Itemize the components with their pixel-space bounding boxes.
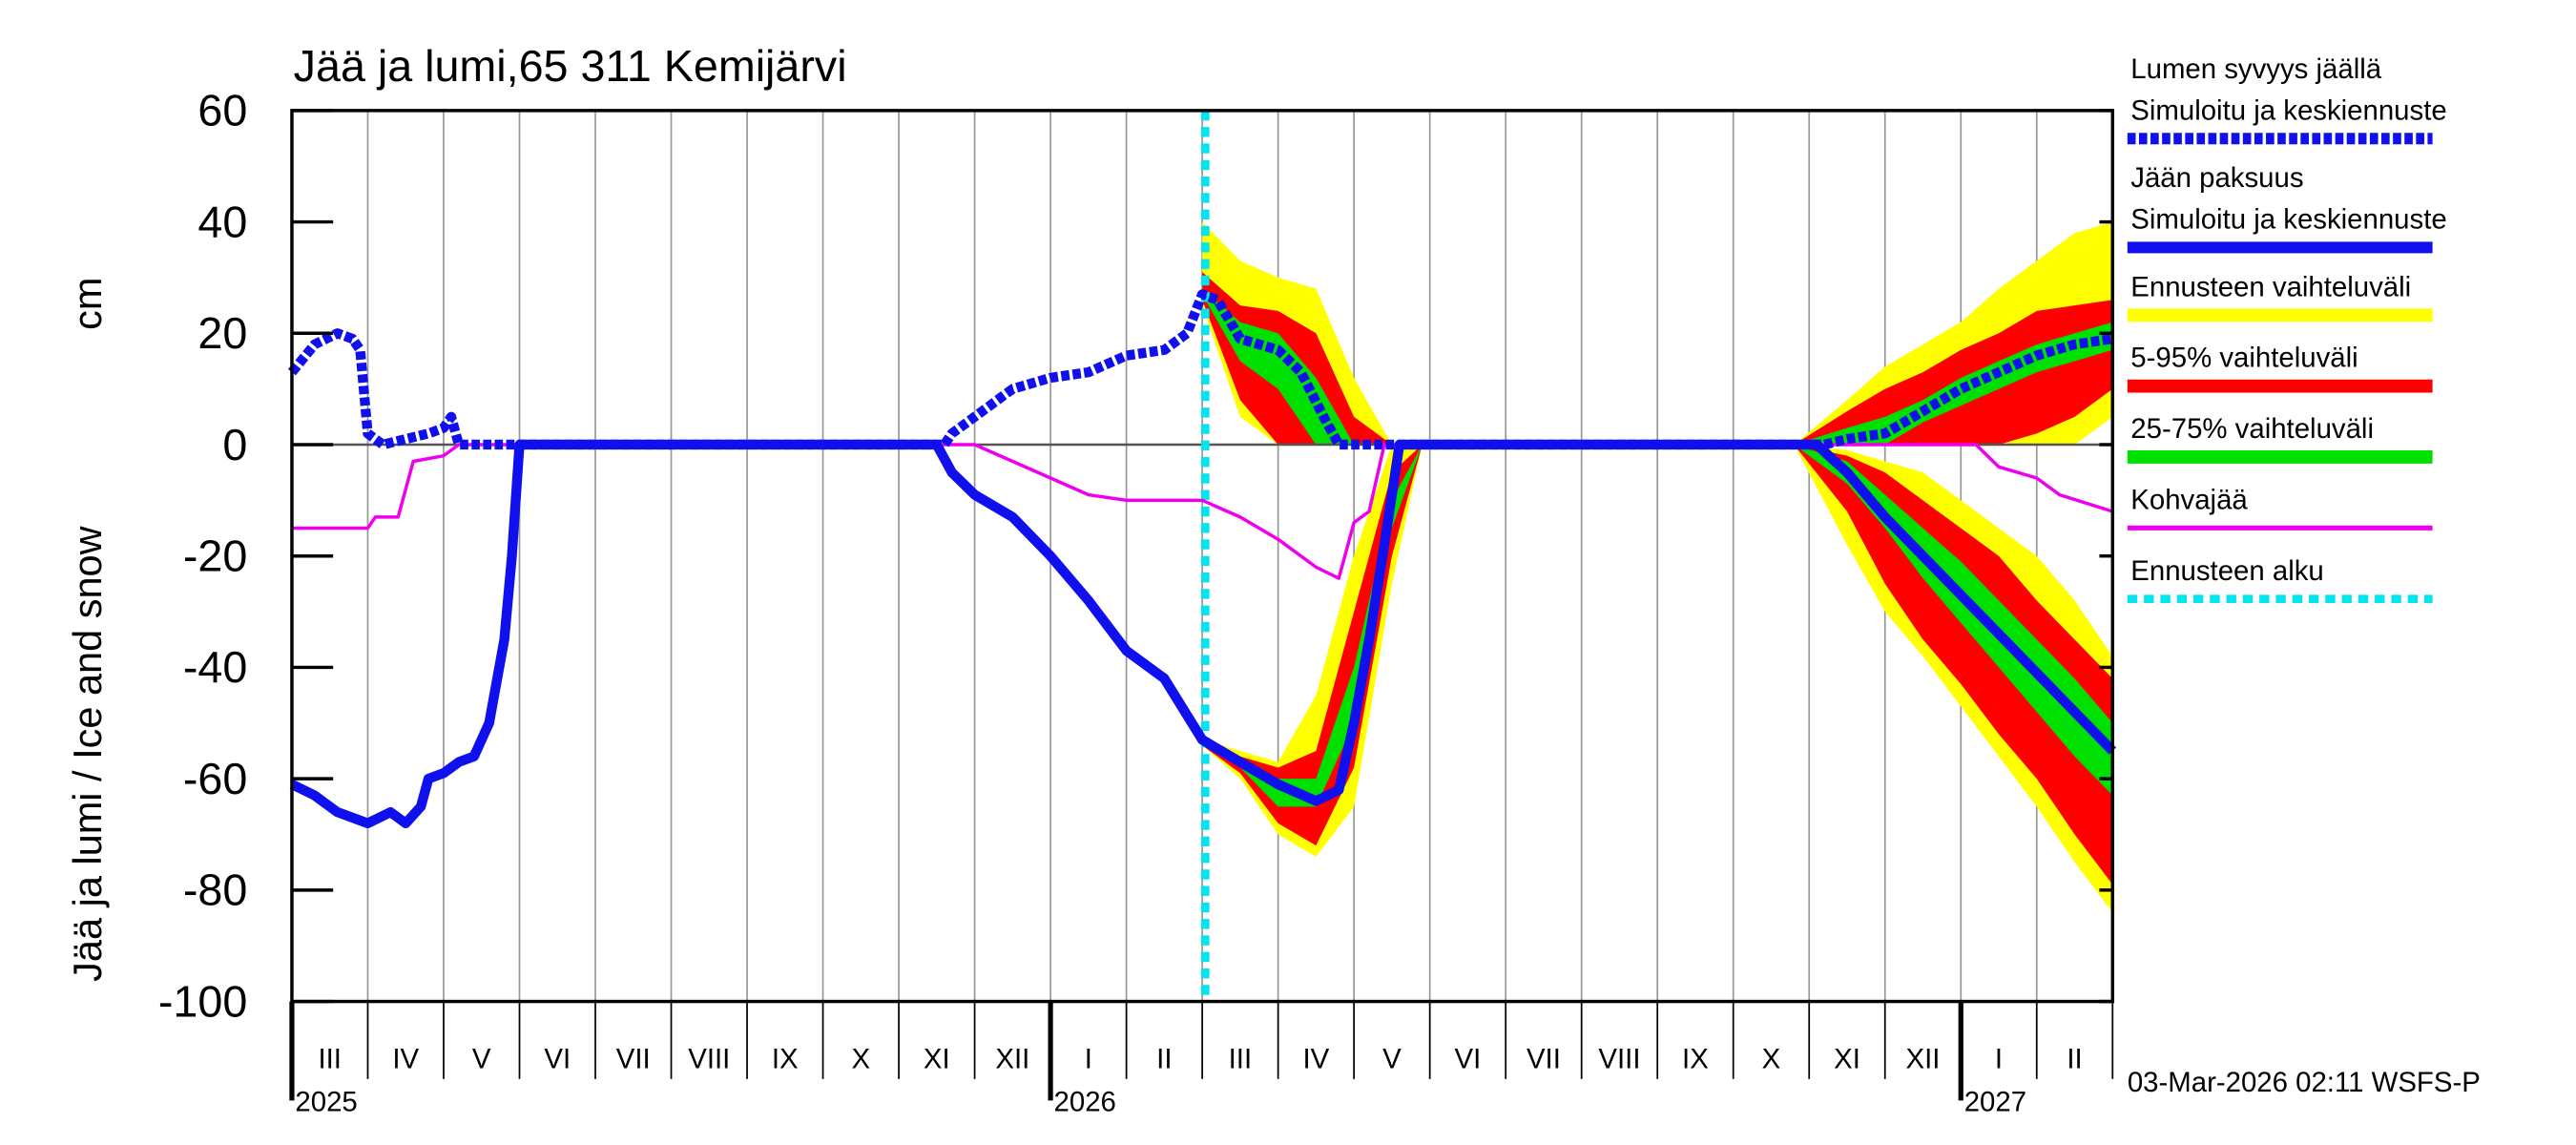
month-label: X — [1762, 1044, 1781, 1075]
legend-label: Ennusteen alku — [2130, 555, 2323, 587]
legend-label: Jään paksuus — [2130, 162, 2303, 194]
band-area — [1794, 444, 2113, 796]
month-label: XI — [1834, 1044, 1860, 1075]
y-axis-unit: cm — [65, 277, 110, 329]
band-area — [1794, 322, 2113, 445]
month-label: VII — [616, 1044, 651, 1075]
footer: 03-Mar-2026 02:11 WSFS-P — [2128, 1067, 2481, 1098]
series-line — [291, 443, 2113, 580]
month-label: VI — [1455, 1044, 1482, 1075]
year-label: 2027 — [1964, 1087, 2026, 1118]
y-tick-label: 0 — [222, 420, 247, 469]
y-tick-label: -20 — [183, 531, 247, 580]
band-area — [1202, 444, 1423, 846]
month-label: IX — [1682, 1044, 1709, 1075]
legend-label: Kohvajää — [2130, 484, 2248, 515]
month-label: IX — [772, 1044, 799, 1075]
legend-note: Simuloitu ja keskiennuste — [2130, 203, 2446, 235]
month-label: V — [472, 1044, 491, 1075]
month-label: I — [1995, 1044, 2003, 1075]
y-tick-label: -100 — [158, 976, 247, 1026]
month-label: XI — [924, 1044, 950, 1075]
band-area — [1794, 444, 2113, 885]
month-label: II — [2067, 1044, 2082, 1075]
year-label: 2026 — [1054, 1087, 1116, 1118]
month-label: VII — [1527, 1044, 1561, 1075]
month-label: IV — [392, 1044, 419, 1075]
y-tick-label: -80 — [183, 865, 247, 915]
month-label: II — [1156, 1044, 1172, 1075]
y-tick-label: 20 — [197, 308, 247, 358]
month-label: X — [852, 1044, 871, 1075]
legend-label: Ennusteen vaihteluväli — [2130, 271, 2411, 302]
legend-note: Simuloitu ja keskiennuste — [2130, 94, 2446, 126]
series-line — [289, 439, 2116, 829]
month-label: I — [1085, 1044, 1092, 1075]
month-label: VIII — [688, 1044, 730, 1075]
month-label: VI — [544, 1044, 571, 1075]
y-tick-label: -40 — [183, 642, 247, 692]
legend-label: 25-75% vaihteluväli — [2130, 413, 2374, 445]
legend-label: Lumen syvyys jäällä — [2130, 53, 2381, 85]
month-label: III — [1229, 1044, 1252, 1075]
month-label: XII — [995, 1044, 1029, 1075]
legend-label: 5-95% vaihteluväli — [2130, 343, 2358, 374]
month-label: VIII — [1598, 1044, 1640, 1075]
month-label: III — [318, 1044, 341, 1075]
year-label: 2025 — [295, 1087, 357, 1118]
y-tick-label: -60 — [183, 754, 247, 803]
series-line — [287, 289, 2114, 450]
month-label: XII — [1906, 1044, 1941, 1075]
y-axis-label: Jää ja lumi / Ice and snow — [65, 525, 110, 981]
y-tick-label: 60 — [197, 86, 247, 135]
band-area — [1202, 444, 1423, 857]
month-label: IV — [1303, 1044, 1330, 1075]
band-area — [1794, 300, 2113, 445]
y-tick-label: 40 — [197, 197, 247, 246]
chart-title: Jää ja lumi,65 311 Kemijärvi — [294, 41, 847, 91]
month-label: V — [1382, 1044, 1402, 1075]
